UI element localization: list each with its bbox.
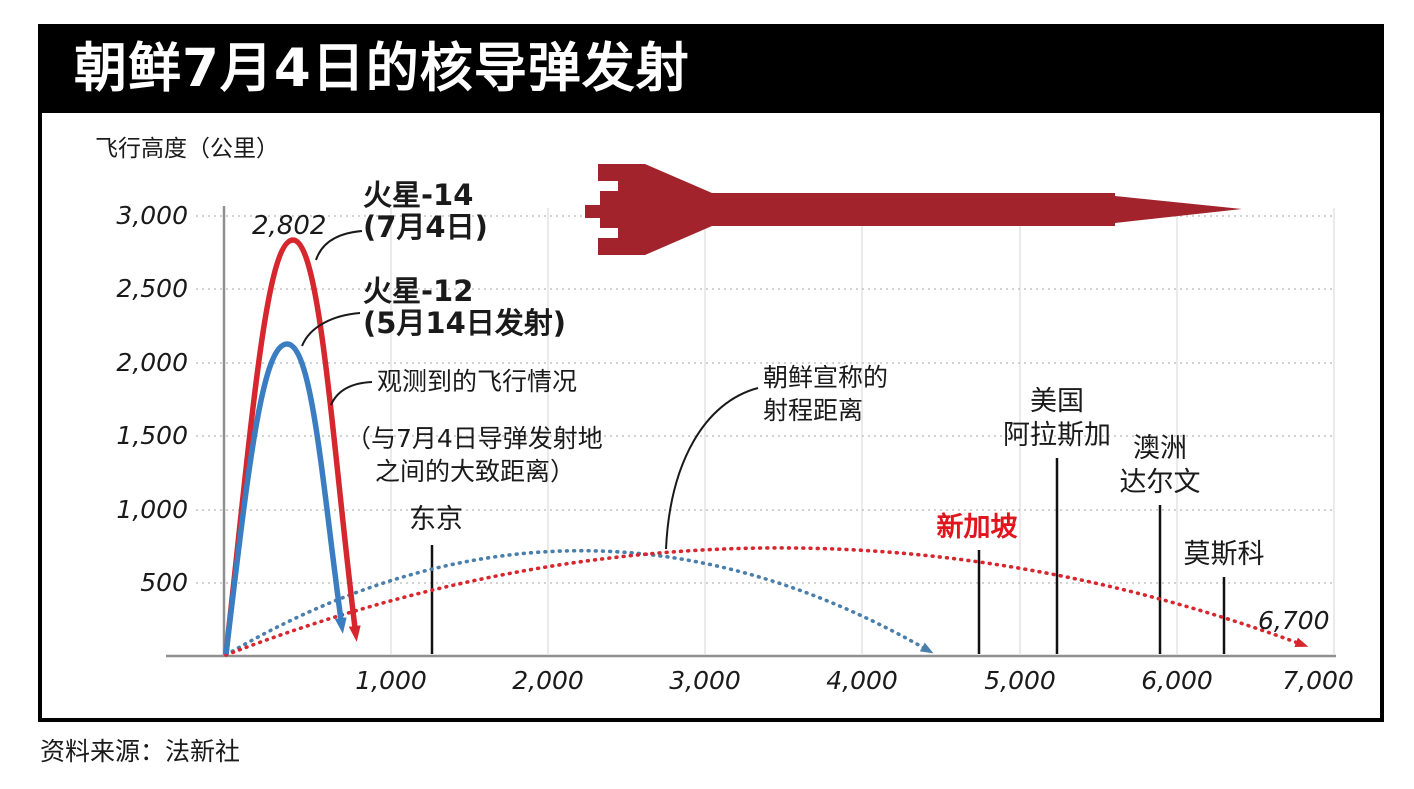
- city-label-alaska-line1: 美国: [1030, 386, 1084, 417]
- source-credit: 资料来源：法新社: [40, 737, 241, 766]
- x-tick-6000: 6,000: [1141, 666, 1213, 695]
- title-banner: 朝鲜7月4日的核导弹发射: [38, 24, 1384, 113]
- city-label-moscow: 莫斯科: [1183, 539, 1265, 570]
- series-label-hwasong12-line1: 火星-12: [363, 274, 474, 308]
- series-label-hwasong14: 火星-14 (7月4日): [363, 179, 488, 244]
- x-tick-1000: 1,000: [355, 666, 427, 695]
- y-tick-500: 500: [140, 568, 188, 597]
- y-tick-2500: 2,500: [116, 274, 188, 303]
- city-label-alaska-line2: 阿拉斯加: [1003, 419, 1111, 451]
- leader-hwasong14: [315, 230, 363, 261]
- annotation-observed-note-line1: （与7月4日导弹发射地: [346, 424, 603, 453]
- x-tick-2000: 2,000: [512, 666, 584, 695]
- series-label-hwasong14-line2: (7月4日): [363, 210, 488, 245]
- city-label-darwin-line1: 澳洲: [1133, 433, 1187, 464]
- x-tick-4000: 4,000: [826, 666, 898, 695]
- trajectory-hwasong12: [223, 341, 347, 655]
- x-tick-5000: 5,000: [984, 666, 1056, 695]
- y-tick-3000: 3,000: [116, 201, 188, 230]
- annotation-claimed-range: 朝鲜宣称的 射程距离: [763, 362, 888, 427]
- annotation-claimed-range-line2: 射程距离: [763, 395, 864, 425]
- leader-claimed-range: [665, 387, 759, 550]
- city-label-darwin: 澳洲 达尔文: [1120, 432, 1201, 500]
- leader-observed: [330, 381, 373, 406]
- series-label-hwasong12-line2: (5月14日发射): [363, 306, 567, 341]
- y-tick-1500: 1,500: [116, 421, 188, 450]
- claimed-range-arc-hwasong14: [224, 546, 1309, 657]
- vertical-gridlines: [390, 208, 1335, 654]
- leader-hwasong12: [301, 312, 361, 347]
- city-label-darwin-line2: 达尔文: [1119, 466, 1201, 498]
- annotation-observed-flight: 观测到的飞行情况: [377, 367, 578, 396]
- annotation-claimed-range-line1: 朝鲜宣称的: [763, 363, 889, 392]
- claimed-range-value: 6,700: [1258, 606, 1330, 635]
- claimed-range-arc-hwasong12: [224, 548, 934, 657]
- y-axis-title: 飞行高度（公里）: [95, 136, 279, 162]
- peak-altitude-label: 2,802: [252, 211, 327, 241]
- page-title: 朝鲜7月4日的核导弹发射: [74, 38, 690, 99]
- city-marker-lines: [430, 458, 1226, 654]
- x-tick-3000: 3,000: [669, 666, 741, 695]
- x-tick-7000: 7,000: [1282, 666, 1354, 695]
- city-label-tokyo: 东京: [409, 504, 463, 535]
- y-tick-1000: 1,000: [116, 495, 188, 524]
- series-label-hwasong12: 火星-12 (5月14日发射): [363, 275, 566, 340]
- missile-graphic: [585, 164, 1242, 255]
- leader-lines: [301, 230, 759, 550]
- city-label-alaska: 美国 阿拉斯加: [1003, 385, 1111, 453]
- annotation-observed-note-line2: 之间的大致距离）: [375, 457, 576, 486]
- city-label-singapore: 新加坡: [936, 512, 1018, 543]
- series-label-hwasong14-line1: 火星-14: [363, 178, 474, 212]
- trajectory-hwasong14: [223, 237, 361, 655]
- y-tick-2000: 2,000: [116, 348, 188, 377]
